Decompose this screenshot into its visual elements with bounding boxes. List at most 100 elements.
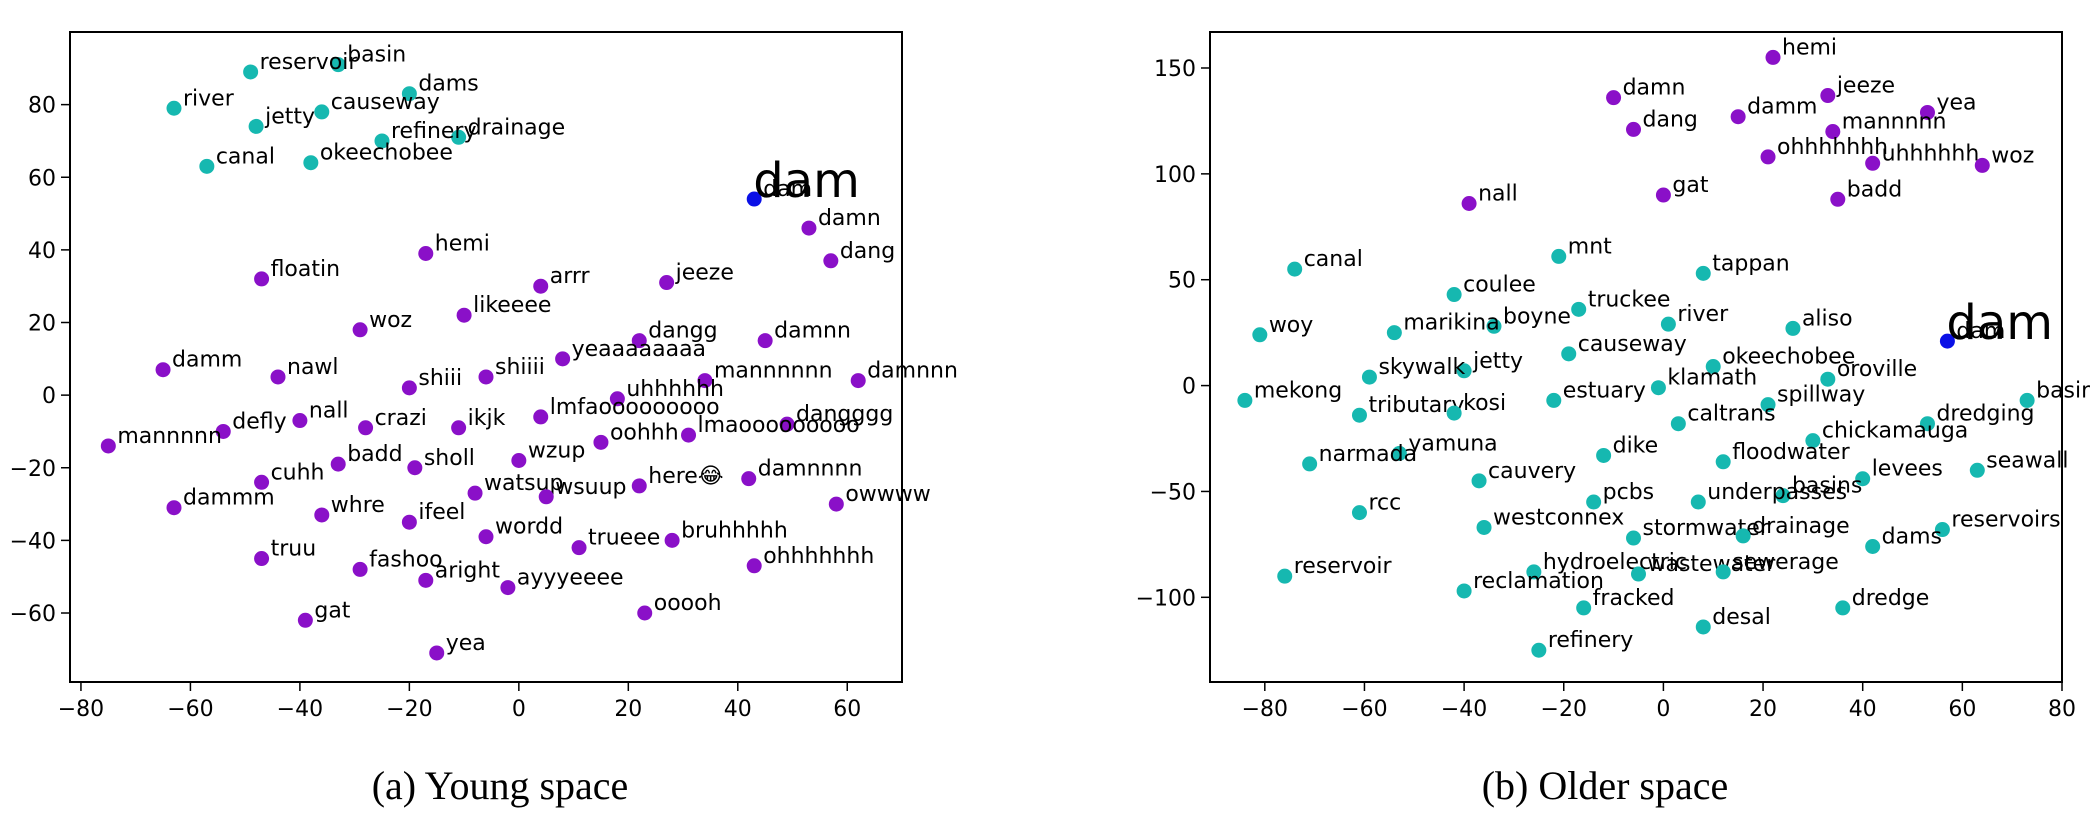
older-point-mekong [1237, 392, 1253, 408]
older-point-reservoirs [1934, 522, 1950, 538]
young-x-tick-label: 0 [512, 697, 526, 722]
young-space-panel: −80 −60 −40 −20 0 20 40 60 −60 −40 −20 0 20 40 60 80 bas… [0, 0, 1000, 764]
older-point-label-truckee: truckee [1588, 287, 1671, 312]
older-y-tick-label: −50 [1150, 480, 1196, 505]
young-point-label-canal: canal [216, 144, 275, 169]
older-point-label-pcbs: pcbs [1603, 480, 1655, 505]
young-point-label-dammm: dammm [183, 486, 275, 511]
young-point-label-aright: aright [435, 558, 501, 583]
older-point-label-levees: levees [1872, 457, 1943, 482]
older-point-jetty [1456, 363, 1472, 379]
young-y-tick-label: 40 [28, 239, 56, 264]
young-point-nall [292, 413, 308, 429]
older-point-gat [1655, 187, 1671, 203]
young-point-yea [429, 645, 445, 661]
young-point-floatin [254, 271, 270, 287]
young-point-label-causeway: causeway [331, 90, 440, 115]
young-y-tick-label: −20 [10, 457, 56, 482]
older-point-label-caltrans: caltrans [1687, 402, 1775, 427]
older-point-klamath [1650, 380, 1666, 396]
young-point-damn [801, 220, 817, 236]
older-point-causeway [1561, 346, 1577, 362]
older-point-label-wastewater: wastewater [1647, 552, 1776, 577]
young-point-label-whre: whre [331, 493, 385, 518]
older-point-label-dams: dams [1882, 524, 1942, 549]
older-point-label-coulee: coulee [1463, 273, 1536, 298]
older-point-label-narmada: narmada [1319, 442, 1417, 467]
young-point-label-wsuup: wsuup [555, 475, 626, 500]
young-point-label-ifeel: ifeel [418, 500, 465, 525]
young-plot-frame [69, 31, 903, 683]
young-point-shiiii [478, 369, 494, 385]
older-point-label-rcc: rcc [1368, 491, 1401, 516]
older-point-reclamation [1456, 583, 1472, 599]
older-space-panel: −80 −60 −40 −20 0 20 40 60 80 −100 −50 0 50 100 150 hem… [1000, 0, 2090, 764]
older-y-tick-label: −100 [1136, 586, 1196, 611]
older-point-label-estuary: estuary [1563, 378, 1646, 403]
young-point-label-bruhhhhh: bruhhhhh [681, 518, 788, 543]
older-point-label-woz: woz [1991, 143, 2034, 168]
older-point-label-seawall: seawall [1986, 448, 2068, 473]
older-point-mnt [1551, 248, 1567, 264]
young-point-label-jetty: jetty [264, 104, 315, 129]
young-point-label-damnnn: damnnn [867, 359, 958, 384]
older-point-jeeze [1820, 88, 1836, 104]
older-point-hemi [1765, 49, 1781, 65]
young-point-shiii [401, 380, 417, 396]
older-point-label-mnt: mnt [1568, 234, 1612, 259]
older-point-label-hemi: hemi [1782, 35, 1837, 60]
older-point-fracked [1576, 600, 1592, 616]
older-point-woz [1974, 157, 1990, 173]
young-point-label-dangg: dangg [648, 319, 717, 344]
older-point-badd [1830, 191, 1846, 207]
older-point-label-dam: dam [1956, 319, 2005, 344]
young-point-label-nall: nall [309, 399, 349, 424]
young-x-tick-label: 40 [724, 697, 752, 722]
young-point-label-here: here😂 [648, 464, 723, 489]
young-point-damm [155, 362, 171, 378]
young-point-river [166, 100, 182, 116]
young-point-label-crazi: crazi [375, 406, 427, 431]
young-point-label-wzup: wzup [528, 438, 585, 463]
older-point-label-damm: damm [1747, 95, 1817, 120]
older-point-westconnex [1476, 519, 1492, 535]
young-point-dammm [166, 500, 182, 516]
older-point-dams [1865, 538, 1881, 554]
older-x-tick-label: −20 [1541, 697, 1587, 722]
older-point-label-damn: damn [1623, 76, 1686, 101]
young-y-tick-label: 60 [28, 166, 56, 191]
older-point-label-fracked: fracked [1593, 586, 1675, 611]
older-point-sewerage [1715, 564, 1731, 580]
older-point-label-aliso: aliso [1802, 306, 1853, 331]
older-point-damm [1730, 109, 1746, 125]
young-point-label-damnnnn: damnnnn [758, 457, 863, 482]
older-point-label-basins: basins [1792, 474, 1862, 499]
older-point-label-dang: dang [1643, 107, 1698, 132]
older-point-label-cauvery: cauvery [1488, 459, 1576, 484]
older-point-yea [1919, 104, 1935, 120]
young-point-dang [823, 253, 839, 269]
caption-young-space: (a) Young space [371, 763, 629, 808]
older-space-scatter-plot: −80 −60 −40 −20 0 20 40 60 80 −100 −50 0 50 100 150 hem… [1136, 31, 2090, 722]
older-point-label-skywalk: skywalk [1378, 355, 1465, 380]
young-point-label-dam: dam [763, 177, 812, 202]
young-point-label-lmfaooooooooo: lmfaooooooooo [550, 395, 720, 420]
young-point-label-yea: yea [446, 631, 486, 656]
young-point-label-ayyyeeee: ayyyeeee [517, 566, 624, 591]
older-point-label-okeechobee: okeechobee [1722, 345, 1855, 370]
older-x-tick-label: −40 [1441, 697, 1487, 722]
older-point-woy [1252, 327, 1268, 343]
older-point-refinery [1531, 642, 1547, 658]
older-point-tributary [1351, 407, 1367, 423]
young-point-okeechobee [303, 155, 319, 171]
young-point-gat [297, 612, 313, 628]
young-point-ooooh [637, 605, 653, 621]
older-point-uhhhhhh [1865, 155, 1881, 171]
older-point-estuary [1546, 392, 1562, 408]
young-point-label-ohhhhhhh: ohhhhhhh [763, 544, 874, 569]
older-point-nall [1461, 195, 1477, 211]
young-point-label-ooooh: ooooh [654, 591, 722, 616]
young-y-tick-label: −40 [10, 529, 56, 554]
young-point-label-damnn: damnn [774, 319, 851, 344]
older-point-label-oroville: oroville [1837, 357, 1917, 382]
